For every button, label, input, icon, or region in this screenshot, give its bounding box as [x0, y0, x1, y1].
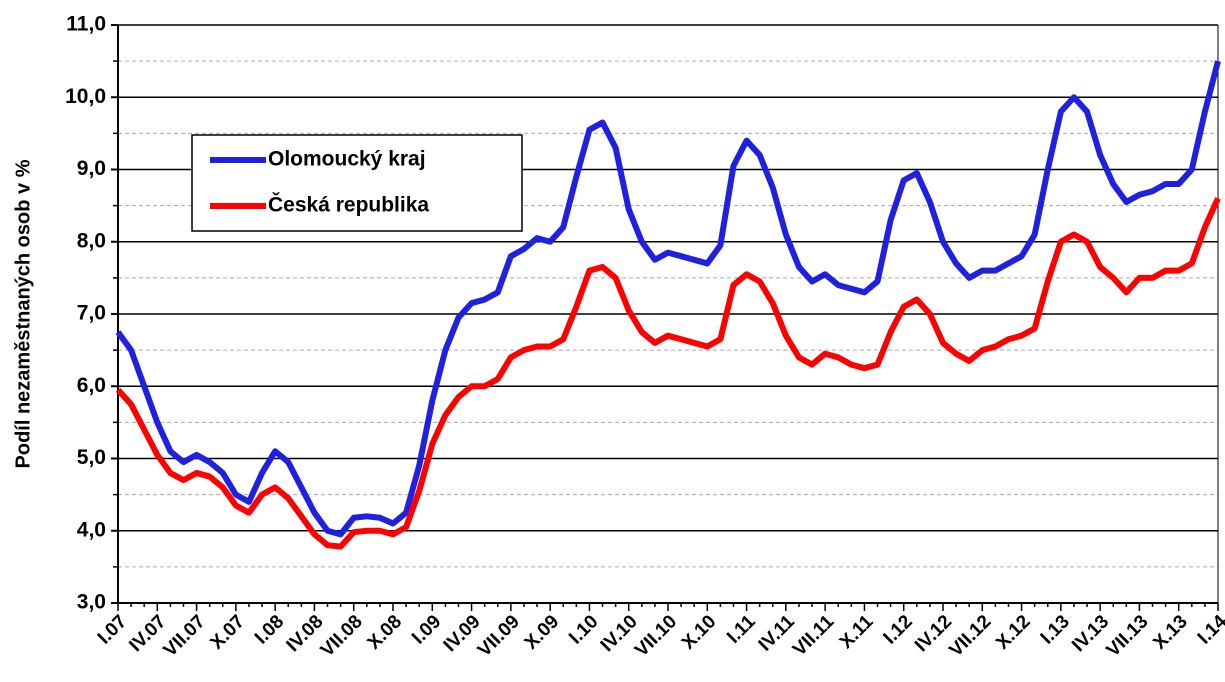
series-line — [115, 60, 1221, 538]
legend: Olomoucký kraj Česká republika — [191, 134, 523, 232]
y-tick-label: 8,0 — [77, 229, 106, 252]
x-tick-label: I.12 — [880, 611, 917, 648]
y-tick-label: 6,0 — [77, 374, 106, 397]
x-tick-label: X.08 — [364, 611, 406, 653]
x-tick-label: X.09 — [521, 611, 563, 653]
x-tick-label: VII.12 — [945, 611, 995, 661]
x-tick-label: VII.07 — [160, 611, 210, 661]
x-tick-label: VII.11 — [789, 611, 839, 661]
y-tick-label: 9,0 — [77, 157, 106, 180]
y-tick-label: 5,0 — [77, 446, 106, 469]
x-tick-label: X.07 — [206, 611, 248, 653]
y-tick-label: 3,0 — [77, 591, 106, 614]
x-tick-label: VII.08 — [317, 611, 367, 661]
x-tick-label: X.12 — [992, 611, 1034, 653]
x-tick-label: I.08 — [251, 611, 288, 648]
y-tick-label: 11,0 — [66, 13, 106, 36]
x-tick-label: I.14 — [1194, 611, 1225, 649]
x-tick-label: VII.10 — [631, 611, 681, 661]
x-tick-label: X.11 — [836, 611, 878, 653]
x-tick-label: VII.09 — [474, 611, 524, 661]
x-tick-label: X.13 — [1149, 611, 1191, 653]
y-tick-label: 4,0 — [77, 518, 106, 541]
x-tick-label: I.11 — [723, 611, 760, 648]
x-tick-label: I.09 — [408, 611, 445, 648]
series-line — [115, 197, 1221, 550]
x-tick-label: I.13 — [1037, 611, 1074, 648]
x-tick-label: X.10 — [678, 611, 720, 653]
y-axis-label: Podíl nezaměstnaných osob v % — [12, 159, 34, 468]
x-tick-label: I.10 — [565, 611, 602, 648]
legend-label: Česká republika — [268, 193, 429, 217]
y-tick-label: 10,0 — [65, 85, 106, 108]
legend-label: Olomoucký kraj — [268, 148, 426, 171]
x-tick-label: VII.13 — [1103, 611, 1153, 661]
y-tick-label: 7,0 — [77, 302, 106, 325]
legend-box — [191, 134, 523, 232]
x-tick-label: I.07 — [94, 611, 131, 648]
